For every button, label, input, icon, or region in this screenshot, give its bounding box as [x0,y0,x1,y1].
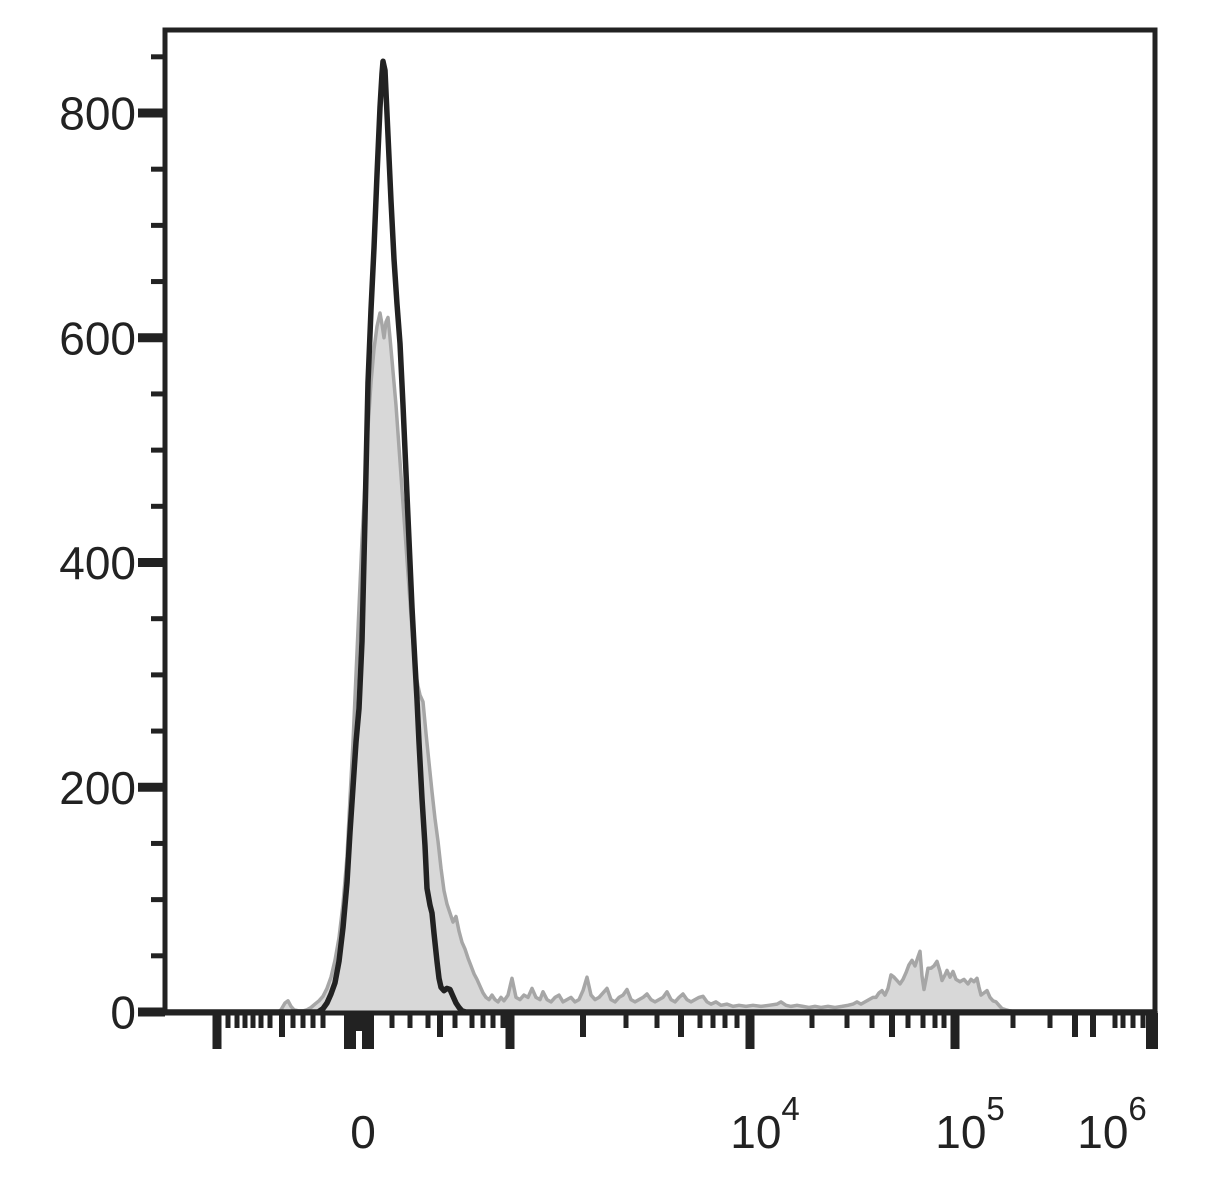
y-minor-tick [151,166,165,172]
x-axis-tick-label: 106 [1077,1090,1147,1158]
y-minor-tick [151,391,165,397]
x-minor-tick [469,1013,475,1028]
x-minor-tick [1047,1013,1053,1028]
gray-histogram-fill [165,313,1155,1012]
black-histogram-series [162,58,1158,1015]
y-axis-tick-label: 400 [59,537,136,589]
plot-frame [162,27,1158,1016]
x-medium-tick [580,1013,586,1037]
x-minor-tick [941,1013,947,1028]
x-minor-tick [250,1013,256,1028]
y-minor-tick [151,672,165,678]
y-minor-tick [151,840,165,846]
x-minor-tick [480,1013,486,1028]
x-minor-tick [452,1013,458,1028]
y-major-tick [138,782,165,792]
x-minor-tick [407,1013,413,1028]
y-major-tick [138,333,165,343]
x-minor-tick [425,1013,431,1028]
x-major-tick [745,1013,755,1049]
x-axis-tick-label: 0 [350,1106,376,1158]
x-medium-tick [279,1013,285,1037]
black-histogram-outline [162,58,1158,1015]
plot-frame-group [162,27,1158,1016]
y-minor-tick [151,728,165,734]
y-axis-tick-label: 800 [59,88,136,140]
y-axis-tick-label: 0 [110,987,136,1039]
x-minor-tick [267,1013,273,1028]
x-minor-tick [258,1013,264,1028]
x-minor-tick [869,1013,875,1028]
x-minor-tick [1112,1013,1118,1028]
y-axis-tick-label: 600 [59,312,136,364]
y-minor-tick [151,447,165,453]
x-minor-tick [697,1013,703,1028]
x-minor-tick [1140,1013,1146,1028]
x-minor-tick [623,1013,629,1028]
x-minor-tick [320,1013,326,1028]
x-minor-tick [1120,1013,1126,1028]
x-medium-tick [889,1013,895,1037]
x-medium-tick [1072,1013,1078,1037]
x-minor-tick [389,1013,395,1028]
x-medium-tick [678,1013,684,1037]
x-end-tick [1146,1013,1158,1049]
y-minor-tick [151,897,165,903]
y-minor-tick [151,616,165,622]
x-axis [212,1013,1158,1049]
x-minor-tick [1010,1013,1016,1028]
x-major-tick [950,1013,960,1049]
x-medium-tick [437,1013,443,1037]
x-zero-tick-cluster [344,1013,374,1031]
gray-histogram-outline [163,311,1157,1014]
x-axis-tick-label: 105 [935,1090,1005,1158]
x-minor-tick [920,1013,926,1028]
y-axis: 0 200 400 600 800 [59,54,165,1039]
y-minor-tick [151,279,165,285]
y-axis-tick-label: 200 [59,762,136,814]
x-axis-tick-label: 104 [730,1090,800,1158]
x-medium-tick [1090,1013,1096,1037]
y-major-tick [138,108,165,118]
x-major-tick [212,1013,222,1049]
x-minor-tick [722,1013,728,1028]
x-minor-tick [809,1013,815,1028]
x-minor-tick [225,1013,231,1028]
x-minor-tick [905,1013,911,1028]
x-minor-tick [300,1013,306,1028]
x-minor-tick [310,1013,316,1028]
x-minor-tick [1130,1013,1136,1028]
y-minor-tick [151,953,165,959]
gray-histogram-series [163,311,1157,1014]
x-axis-labels: 0 104 105 106 [350,1090,1147,1158]
x-minor-tick [290,1013,296,1028]
y-minor-tick [151,54,165,60]
x-minor-tick [242,1013,248,1028]
y-minor-tick [151,222,165,228]
x-minor-tick [844,1013,850,1028]
x-minor-tick [654,1013,660,1028]
y-minor-tick [151,503,165,509]
y-major-tick [138,558,165,567]
x-minor-tick [234,1013,240,1028]
x-minor-tick [500,1013,506,1028]
x-minor-tick [932,1013,938,1028]
y-major-tick [138,1007,165,1017]
x-minor-tick [734,1013,740,1028]
x-major-tick [505,1013,515,1049]
x-minor-tick [710,1013,716,1028]
x-minor-tick [490,1013,496,1028]
